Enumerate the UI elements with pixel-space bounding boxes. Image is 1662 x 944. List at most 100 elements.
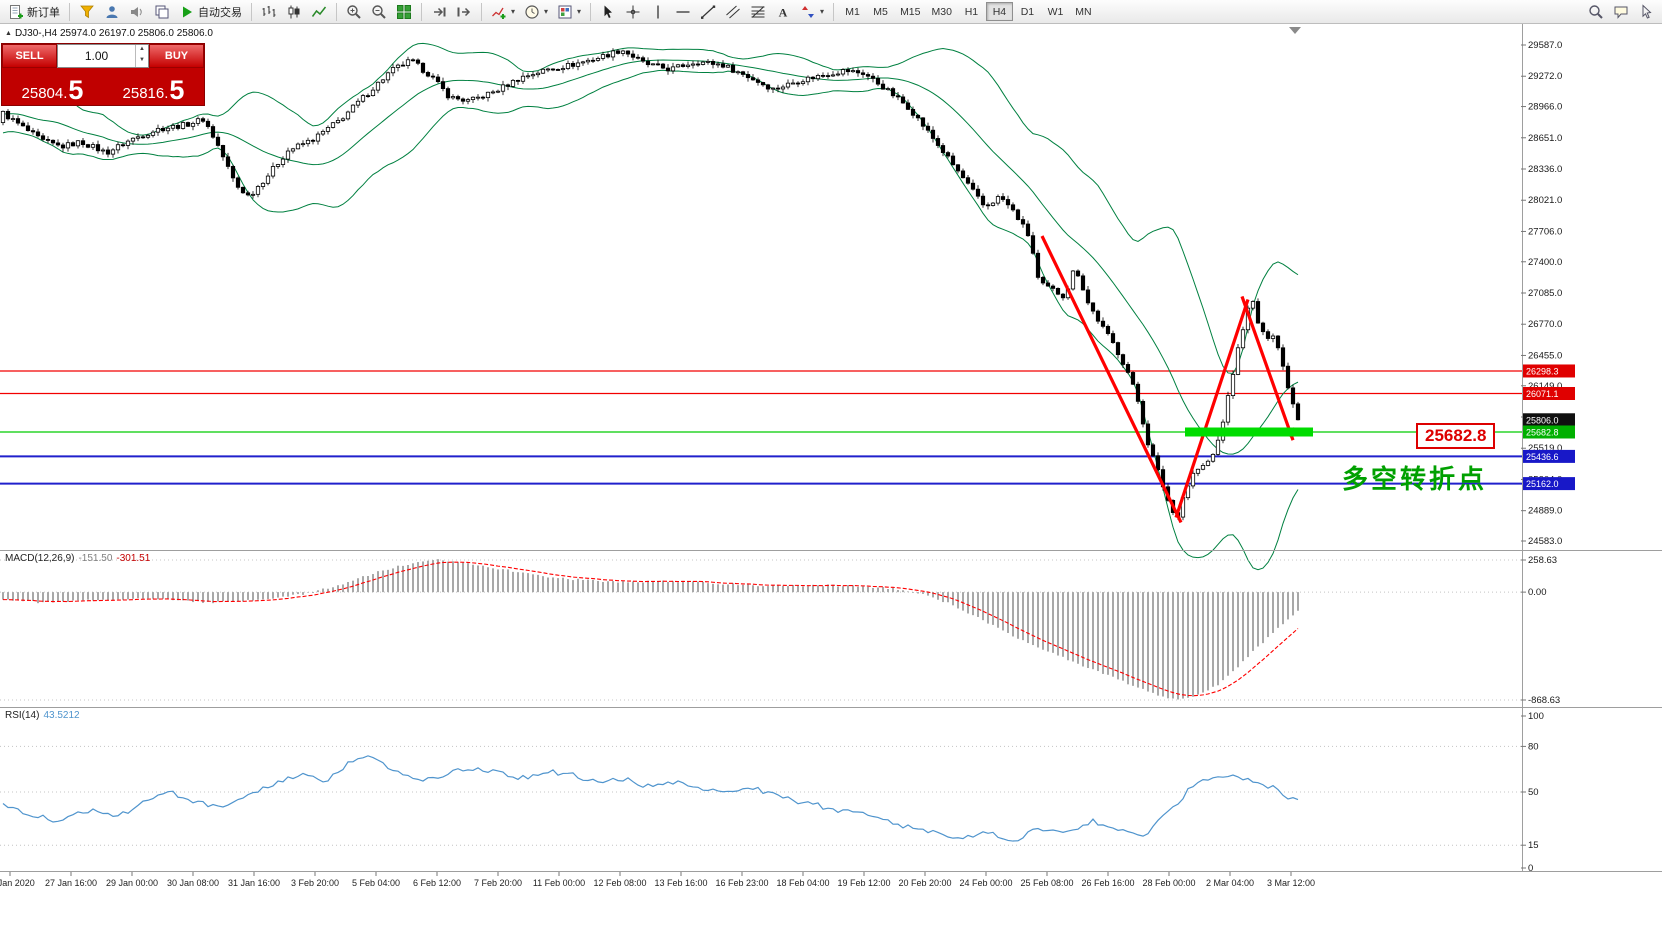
tile-windows-button[interactable] bbox=[392, 1, 416, 22]
auto-scroll-button[interactable] bbox=[427, 1, 451, 22]
line-chart-button[interactable] bbox=[307, 1, 331, 22]
collapse-triangle-icon[interactable]: ▲ bbox=[5, 30, 12, 37]
volume-value[interactable]: 1.00 bbox=[84, 49, 109, 63]
chart-annotation-text[interactable]: 多空转折点 bbox=[1342, 464, 1488, 494]
price-callout-label[interactable]: 25682.8 bbox=[1416, 423, 1496, 449]
sell-button[interactable]: SELL bbox=[2, 44, 57, 68]
rsi-indicator-label: RSI(14) 43.5212 bbox=[5, 710, 80, 721]
funnel-icon-icon bbox=[79, 4, 95, 20]
toolbar-left-group: 新订单 自动交易 ▾ ▾ ▾ A ▾ M1 M5 M15 M30 H1 H4 D1 W1 MN bbox=[4, 1, 1097, 22]
macd-name: MACD(12,26,9) bbox=[5, 553, 75, 564]
buy-price[interactable]: 25816. 5 bbox=[103, 68, 204, 105]
line-chart-icon bbox=[311, 4, 327, 20]
rsi-name: RSI(14) bbox=[5, 710, 40, 721]
cursor-tool-button[interactable] bbox=[596, 1, 620, 22]
text-tool-button[interactable]: A bbox=[771, 1, 795, 22]
svg-text:24 Feb 00:00: 24 Feb 00:00 bbox=[959, 878, 1012, 888]
indicators-icon bbox=[491, 4, 507, 20]
vertical-line-tool-button[interactable] bbox=[646, 1, 670, 22]
svg-text:25519.0: 25519.0 bbox=[1528, 443, 1562, 454]
svg-text:26770.0: 26770.0 bbox=[1528, 319, 1562, 330]
svg-text:3 Feb 20:00: 3 Feb 20:00 bbox=[291, 878, 339, 888]
crosshair-tool-button[interactable] bbox=[621, 1, 645, 22]
svg-text:80: 80 bbox=[1528, 741, 1539, 752]
volume-stepper[interactable]: 1.00 ▲ ▼ bbox=[57, 44, 149, 68]
timeframe-w1-button[interactable]: W1 bbox=[1042, 2, 1069, 21]
toolbar-right-group bbox=[1584, 1, 1658, 22]
funnel-icon-button[interactable] bbox=[75, 1, 99, 22]
arrows-tool-icon bbox=[800, 4, 816, 20]
svg-text:5 Feb 04:00: 5 Feb 04:00 bbox=[352, 878, 400, 888]
sell-price[interactable]: 25804. 5 bbox=[2, 68, 103, 105]
auto-trading-button-label: 自动交易 bbox=[198, 6, 242, 19]
search-button[interactable] bbox=[1584, 1, 1608, 22]
svg-text:25834.0: 25834.0 bbox=[1528, 412, 1562, 423]
dropdown-caret-icon[interactable]: ▾ bbox=[577, 7, 582, 16]
accounts-icon-button[interactable] bbox=[100, 1, 124, 22]
zoom-in-icon bbox=[346, 4, 362, 20]
dropdown-caret-icon[interactable]: ▾ bbox=[820, 7, 825, 16]
svg-text:24889.0: 24889.0 bbox=[1528, 506, 1562, 517]
svg-text:29272.0: 29272.0 bbox=[1528, 71, 1562, 82]
auto-trading-button[interactable]: 自动交易 bbox=[175, 1, 246, 22]
arrows-tool-button[interactable]: ▾ bbox=[796, 1, 828, 22]
toolbar-separator bbox=[833, 2, 835, 21]
chat-button[interactable] bbox=[1609, 1, 1633, 22]
zoom-in-button[interactable] bbox=[342, 1, 366, 22]
trade-panel-prices-row: 25804. 5 25816. 5 bbox=[2, 68, 204, 105]
svg-text:30 Jan 08:00: 30 Jan 08:00 bbox=[167, 878, 219, 888]
buy-button[interactable]: BUY bbox=[149, 44, 204, 68]
svg-text:7 Feb 20:00: 7 Feb 20:00 bbox=[474, 878, 522, 888]
volume-up-button[interactable]: ▲ bbox=[139, 46, 145, 52]
trade-panel-top-row: SELL 1.00 ▲ ▼ BUY bbox=[2, 44, 204, 68]
timeframe-m1-button[interactable]: M1 bbox=[839, 2, 866, 21]
candlestick-chart-button[interactable] bbox=[282, 1, 306, 22]
timeframe-m15-button[interactable]: M15 bbox=[895, 2, 925, 21]
toolbar-separator bbox=[69, 2, 70, 21]
svg-text:28 Feb 00:00: 28 Feb 00:00 bbox=[1142, 878, 1195, 888]
timeframe-mn-button[interactable]: MN bbox=[1070, 2, 1097, 21]
dropdown-caret-icon[interactable]: ▾ bbox=[511, 7, 516, 16]
auto-scroll-icon bbox=[431, 4, 447, 20]
volume-down-button[interactable]: ▼ bbox=[139, 57, 145, 63]
pointer-button[interactable] bbox=[1634, 1, 1658, 22]
periods-button[interactable]: ▾ bbox=[520, 1, 552, 22]
horizontal-line-tool-button[interactable] bbox=[671, 1, 695, 22]
timeframe-d1-button[interactable]: D1 bbox=[1014, 2, 1041, 21]
fibonacci-tool-button[interactable] bbox=[746, 1, 770, 22]
svg-text:28651.0: 28651.0 bbox=[1528, 133, 1562, 144]
svg-text:26298.3: 26298.3 bbox=[1526, 366, 1559, 376]
chart-shift-button[interactable] bbox=[452, 1, 476, 22]
windows-icon-button[interactable] bbox=[150, 1, 174, 22]
svg-text:3 Mar 12:00: 3 Mar 12:00 bbox=[1267, 878, 1315, 888]
svg-text:25162.0: 25162.0 bbox=[1526, 479, 1559, 489]
dropdown-caret-icon[interactable]: ▾ bbox=[544, 7, 549, 16]
svg-text:16 Feb 23:00: 16 Feb 23:00 bbox=[715, 878, 768, 888]
timeframe-m30-button[interactable]: M30 bbox=[927, 2, 957, 21]
new-order-button-label: 新订单 bbox=[27, 6, 60, 19]
zoom-out-button[interactable] bbox=[367, 1, 391, 22]
svg-text:28966.0: 28966.0 bbox=[1528, 102, 1562, 113]
svg-text:29 Jan 00:00: 29 Jan 00:00 bbox=[106, 878, 158, 888]
indicators-button[interactable]: ▾ bbox=[487, 1, 519, 22]
sound-icon-button[interactable] bbox=[125, 1, 149, 22]
timeframe-m5-button[interactable]: M5 bbox=[867, 2, 894, 21]
new-order-button[interactable]: 新订单 bbox=[4, 1, 64, 22]
bar-chart-icon bbox=[261, 4, 277, 20]
sell-price-big-digit: 5 bbox=[68, 75, 84, 105]
toolbar-separator bbox=[590, 2, 592, 21]
svg-text:28021.0: 28021.0 bbox=[1528, 195, 1562, 206]
trendline-tool-button[interactable] bbox=[696, 1, 720, 22]
macd-indicator-label: MACD(12,26,9) -151.50 -301.51 bbox=[5, 553, 150, 564]
svg-text:24 Jan 2020: 24 Jan 2020 bbox=[0, 878, 35, 888]
templates-button[interactable]: ▾ bbox=[553, 1, 585, 22]
symbol-ohlc-text: DJ30-,H4 25974.0 26197.0 25806.0 25806.0 bbox=[14, 28, 213, 39]
timeframe-h4-button[interactable]: H4 bbox=[985, 2, 1013, 21]
svg-text:12 Feb 08:00: 12 Feb 08:00 bbox=[593, 878, 646, 888]
svg-text:27400.0: 27400.0 bbox=[1528, 257, 1562, 268]
timeframe-h1-button[interactable]: H1 bbox=[958, 2, 985, 21]
svg-text:0: 0 bbox=[1528, 863, 1533, 874]
bar-chart-button[interactable] bbox=[257, 1, 281, 22]
channel-tool-button[interactable] bbox=[721, 1, 745, 22]
rsi-value: 43.5212 bbox=[43, 710, 80, 721]
